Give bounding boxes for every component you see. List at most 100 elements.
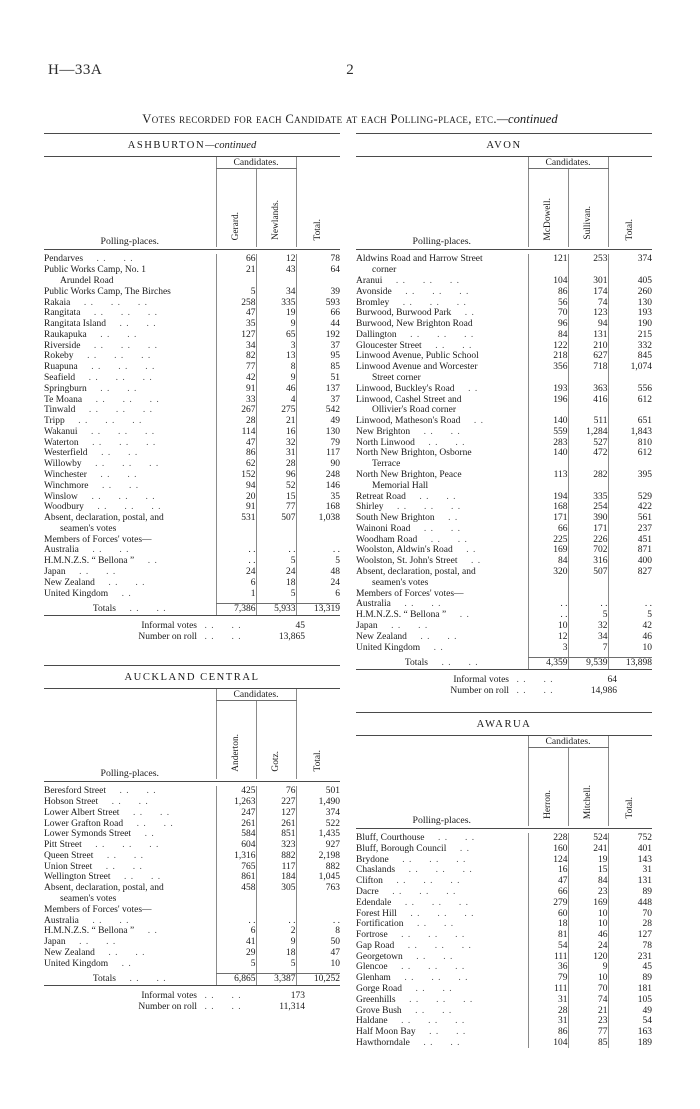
cell-candidate-2-votes: 9 bbox=[255, 936, 296, 948]
polling-place-name: Georgetown bbox=[356, 951, 403, 962]
header-candidate-1: Gerard. bbox=[215, 168, 256, 247]
header-candidates: Candidates. bbox=[527, 157, 608, 169]
cell-candidate-1-votes: 267 bbox=[215, 404, 256, 416]
cell-candidate-2-votes: 131 bbox=[567, 329, 608, 341]
cell-candidate-1-votes: 3 bbox=[527, 642, 568, 653]
cell-polling-place: Members of Forces' votes— bbox=[356, 588, 528, 599]
table-row: Wellington Street . . . . 861 184 1,045 bbox=[44, 872, 340, 883]
cell-candidate-1-votes: 861 bbox=[215, 872, 256, 883]
cell-total-votes: 28 bbox=[607, 918, 652, 930]
cell-total-votes bbox=[295, 904, 340, 916]
table-row: Winchester . . . . 152 96 248 bbox=[44, 469, 340, 481]
cell-candidate-2-votes: 28 bbox=[255, 458, 296, 470]
cell-polling-place-cont: seamen's votes bbox=[372, 577, 429, 588]
cell-totals-candidate-1: 6,865 bbox=[215, 973, 256, 985]
cell-candidate-1-votes: 66 bbox=[527, 523, 568, 535]
cell-total-votes: 130 bbox=[295, 426, 340, 438]
leader-dots: . . . . . . bbox=[387, 930, 466, 941]
page-number: 2 bbox=[346, 62, 354, 78]
polling-place-name: Gap Road bbox=[356, 940, 395, 951]
table-row: Winchmore . . . . 94 52 146 bbox=[44, 480, 340, 492]
cell-total-votes: . . bbox=[295, 545, 340, 556]
leader-dots: . . bbox=[451, 308, 475, 319]
header-candidate-2: Sullivan. bbox=[567, 168, 608, 247]
leader-dots: . . . . bbox=[94, 947, 146, 958]
cell-candidate-1-votes: 47 bbox=[215, 437, 256, 449]
cell-candidate-1-votes: 62 bbox=[215, 458, 256, 470]
cell-polling-place: Bluff, Borough Council . . bbox=[356, 843, 528, 854]
cell-polling-place: Hobson Street . . . . bbox=[44, 797, 216, 808]
cell-total-votes: 163 bbox=[607, 1026, 652, 1038]
cell-polling-place: Winchester . . . . bbox=[44, 470, 216, 481]
cell-polling-place: Beresford Street . . . . bbox=[44, 786, 216, 797]
polling-place-name: Rangitata Island bbox=[44, 319, 106, 330]
header-rule bbox=[44, 156, 340, 157]
footer-line: Number on roll . . . . 14,986 bbox=[356, 686, 652, 697]
cell-polling-place: Japan . . . . bbox=[44, 937, 216, 948]
cell-candidate-1-votes: 152 bbox=[215, 469, 256, 481]
cell-candidate-2-votes: . . bbox=[255, 915, 296, 926]
cell-candidate-2-votes: 275 bbox=[255, 404, 296, 416]
cell-candidate-1-votes: 84 bbox=[527, 329, 568, 341]
cell-polling-place-cont: Arundel Road bbox=[60, 275, 114, 286]
cell-totals-label: Totals . . . . bbox=[92, 604, 167, 615]
leader-dots: . . . . bbox=[401, 1005, 453, 1016]
table-top-rule bbox=[356, 133, 652, 134]
leader-dots: . . bbox=[457, 556, 482, 567]
cell-candidate-2-votes: 10 bbox=[567, 918, 608, 930]
cell-candidate-1-votes: 54 bbox=[527, 940, 568, 952]
table-row: Linwood, Cashel Street and 196 416 612 bbox=[356, 394, 652, 405]
cell-candidate-2-votes: 2 bbox=[255, 925, 296, 937]
cell-polling-place: Bluff, Courthouse . . . . bbox=[356, 833, 528, 844]
polling-place-name: Australia bbox=[44, 545, 79, 556]
cell-candidate-2-votes: 43 bbox=[255, 264, 296, 276]
polling-place-name: New Zealand bbox=[356, 631, 407, 642]
cell-candidate-2-votes: 254 bbox=[567, 501, 608, 513]
table-row-continuation: seamen's votes bbox=[44, 893, 340, 905]
leader-dots: . . . . . . bbox=[80, 340, 159, 351]
cell-total-votes: 561 bbox=[607, 512, 652, 524]
table-row: Raukapuka . . . . 127 65 192 bbox=[44, 329, 340, 341]
running-head: H—33A 2 bbox=[48, 62, 652, 88]
header-rule bbox=[356, 156, 652, 157]
header-row-candidate-names: McDowell. Sullivan. bbox=[356, 168, 652, 247]
leader-dots: . . . . . . bbox=[78, 437, 157, 448]
cell-polling-place: Public Works Camp, The Birches bbox=[44, 286, 216, 297]
polling-place-name: Willowby bbox=[44, 459, 82, 470]
cell-polling-place: Seafield . . . . . . bbox=[44, 373, 216, 384]
cell-total-votes: 49 bbox=[295, 415, 340, 427]
cell-polling-place: Avonside . . . . . . bbox=[356, 286, 528, 297]
votes-table: Polling-places. Candidates. Total. McDowell… bbox=[356, 157, 652, 669]
cell-candidate-2-votes: 702 bbox=[567, 545, 608, 556]
cell-candidate-1-votes: 122 bbox=[527, 340, 568, 352]
polling-place-name: Aranui bbox=[356, 275, 383, 286]
cell-polling-place: H.M.N.Z.S. “ Bellona ” . . bbox=[356, 610, 528, 621]
header-candidates: Candidates. bbox=[527, 735, 608, 748]
cell-candidate-1-votes: 42 bbox=[215, 372, 256, 384]
cell-total-votes: 146 bbox=[295, 480, 340, 492]
cell-total-votes: 64 bbox=[295, 264, 340, 276]
cell-candidate-1-votes: 1 bbox=[215, 588, 256, 599]
footer-value: 173 bbox=[290, 991, 305, 1002]
cell-candidate-2-votes: 96 bbox=[255, 469, 296, 481]
leader-dots: . . . . bbox=[204, 991, 242, 1002]
cell-candidate-2-votes: 85 bbox=[567, 1037, 608, 1049]
table-row: Linwood, Buckley's Road . . 193 363 556 bbox=[356, 383, 652, 395]
cell-candidate-1-votes: 35 bbox=[215, 318, 256, 330]
cell-total-votes: 215 bbox=[607, 329, 652, 341]
cell-candidate-2-votes: 46 bbox=[255, 383, 296, 395]
leader-dots: . . . . bbox=[409, 1037, 461, 1048]
polling-place-name: New Zealand bbox=[44, 947, 95, 958]
leader-dots: . . . . bbox=[406, 631, 458, 642]
cell-polling-place: Hawthorndale . . . . bbox=[356, 1038, 528, 1049]
totals-row: Totals . . . . 7,386 5,933 13,319 bbox=[44, 603, 340, 615]
cell-polling-place: Raukapuka . . . . bbox=[44, 329, 216, 340]
leader-dots: . . . . bbox=[86, 470, 138, 481]
cell-candidate-1-votes: 28 bbox=[527, 1005, 568, 1016]
cell-polling-place: Wellington Street . . . . bbox=[44, 872, 216, 883]
leader-dots: . . . . bbox=[83, 254, 134, 265]
cell-polling-place: Forest Hill . . . . . . bbox=[356, 908, 528, 919]
cell-candidate-1-votes: 261 bbox=[215, 818, 256, 829]
cell-candidate-2-votes: 472 bbox=[567, 448, 608, 459]
cell-total-votes: 1,074 bbox=[607, 361, 652, 373]
